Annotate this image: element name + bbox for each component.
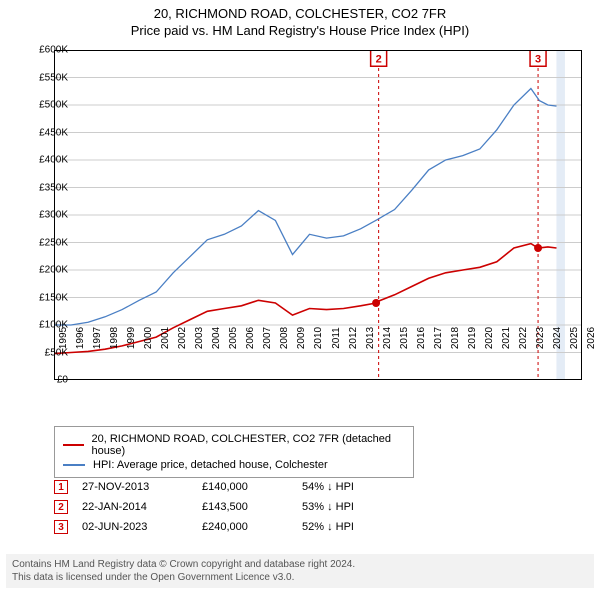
event-diff: 52% ↓ HPI — [302, 521, 422, 533]
event-marker: 3 — [54, 520, 68, 534]
attribution-line1: Contains HM Land Registry data © Crown c… — [12, 558, 588, 571]
x-tick-label: 2006 — [245, 327, 256, 349]
chart-title-2: Price paid vs. HM Land Registry's House … — [0, 23, 600, 38]
titles: 20, RICHMOND ROAD, COLCHESTER, CO2 7FR P… — [0, 0, 600, 38]
x-tick-label: 2025 — [569, 327, 580, 349]
x-tick-label: 1995 — [58, 327, 69, 349]
x-tick-label: 2016 — [416, 327, 427, 349]
event-row: 1 27-NOV-2013£140,00054% ↓ HPI — [54, 480, 422, 494]
x-tick-label: 1997 — [92, 327, 103, 349]
x-tick-label: 2024 — [552, 327, 563, 349]
y-tick-label: £600K — [39, 45, 68, 56]
x-tick-label: 2014 — [382, 327, 393, 349]
legend-label: 20, RICHMOND ROAD, COLCHESTER, CO2 7FR (… — [92, 433, 405, 457]
x-tick-label: 2026 — [586, 327, 597, 349]
event-price: £140,000 — [202, 481, 302, 493]
event-marker: 1 — [54, 480, 68, 494]
x-tick-label: 2017 — [433, 327, 444, 349]
y-tick-label: £0 — [57, 375, 68, 386]
y-tick-label: £150K — [39, 292, 68, 303]
y-tick-label: £400K — [39, 155, 68, 166]
event-date: 27-NOV-2013 — [82, 481, 202, 493]
chart-container: 20, RICHMOND ROAD, COLCHESTER, CO2 7FR P… — [0, 0, 600, 590]
y-tick-label: £200K — [39, 265, 68, 276]
event-date: 02-JUN-2023 — [82, 521, 202, 533]
x-tick-label: 1999 — [126, 327, 137, 349]
x-tick-label: 2022 — [518, 327, 529, 349]
x-tick-label: 2013 — [365, 327, 376, 349]
svg-text:2: 2 — [376, 53, 382, 65]
svg-text:3: 3 — [535, 53, 541, 65]
x-tick-label: 1998 — [109, 327, 120, 349]
x-tick-label: 2015 — [399, 327, 410, 349]
x-tick-label: 2004 — [211, 327, 222, 349]
attribution-line2: This data is licensed under the Open Gov… — [12, 571, 588, 584]
x-tick-label: 2009 — [296, 327, 307, 349]
event-marker: 2 — [54, 500, 68, 514]
y-tick-label: £250K — [39, 237, 68, 248]
x-tick-label: 2008 — [279, 327, 290, 349]
attribution: Contains HM Land Registry data © Crown c… — [6, 554, 594, 588]
legend-swatch — [63, 464, 85, 466]
chart-title-1: 20, RICHMOND ROAD, COLCHESTER, CO2 7FR — [0, 6, 600, 21]
x-tick-label: 1996 — [75, 327, 86, 349]
legend-row: HPI: Average price, detached house, Colc… — [63, 459, 405, 471]
x-tick-label: 2020 — [484, 327, 495, 349]
legend-label: HPI: Average price, detached house, Colc… — [93, 459, 328, 471]
event-date: 22-JAN-2014 — [82, 501, 202, 513]
x-tick-label: 2010 — [313, 327, 324, 349]
legend-swatch — [63, 444, 84, 446]
event-table: 1 27-NOV-2013£140,00054% ↓ HPI 2 22-JAN-201… — [54, 474, 422, 540]
x-tick-label: 2021 — [501, 327, 512, 349]
y-tick-label: £450K — [39, 127, 68, 138]
y-tick-label: £500K — [39, 100, 68, 111]
event-row: 3 02-JUN-2023£240,00052% ↓ HPI — [54, 520, 422, 534]
x-tick-label: 2003 — [194, 327, 205, 349]
x-tick-label: 2023 — [535, 327, 546, 349]
x-tick-label: 2018 — [450, 327, 461, 349]
event-price: £240,000 — [202, 521, 302, 533]
event-row: 2 22-JAN-2014£143,50053% ↓ HPI — [54, 500, 422, 514]
x-tick-label: 2000 — [143, 327, 154, 349]
x-tick-label: 2019 — [467, 327, 478, 349]
event-diff: 53% ↓ HPI — [302, 501, 422, 513]
y-tick-label: £300K — [39, 210, 68, 221]
legend-box: 20, RICHMOND ROAD, COLCHESTER, CO2 7FR (… — [54, 426, 414, 478]
y-tick-label: £350K — [39, 182, 68, 193]
x-tick-label: 2001 — [160, 327, 171, 349]
y-tick-label: £550K — [39, 72, 68, 83]
x-tick-label: 2011 — [331, 327, 342, 349]
legend-row: 20, RICHMOND ROAD, COLCHESTER, CO2 7FR (… — [63, 433, 405, 457]
x-tick-label: 2005 — [228, 327, 239, 349]
x-tick-label: 2002 — [177, 327, 188, 349]
x-tick-label: 2012 — [348, 327, 359, 349]
event-price: £143,500 — [202, 501, 302, 513]
x-tick-label: 2007 — [262, 327, 273, 349]
event-diff: 54% ↓ HPI — [302, 481, 422, 493]
